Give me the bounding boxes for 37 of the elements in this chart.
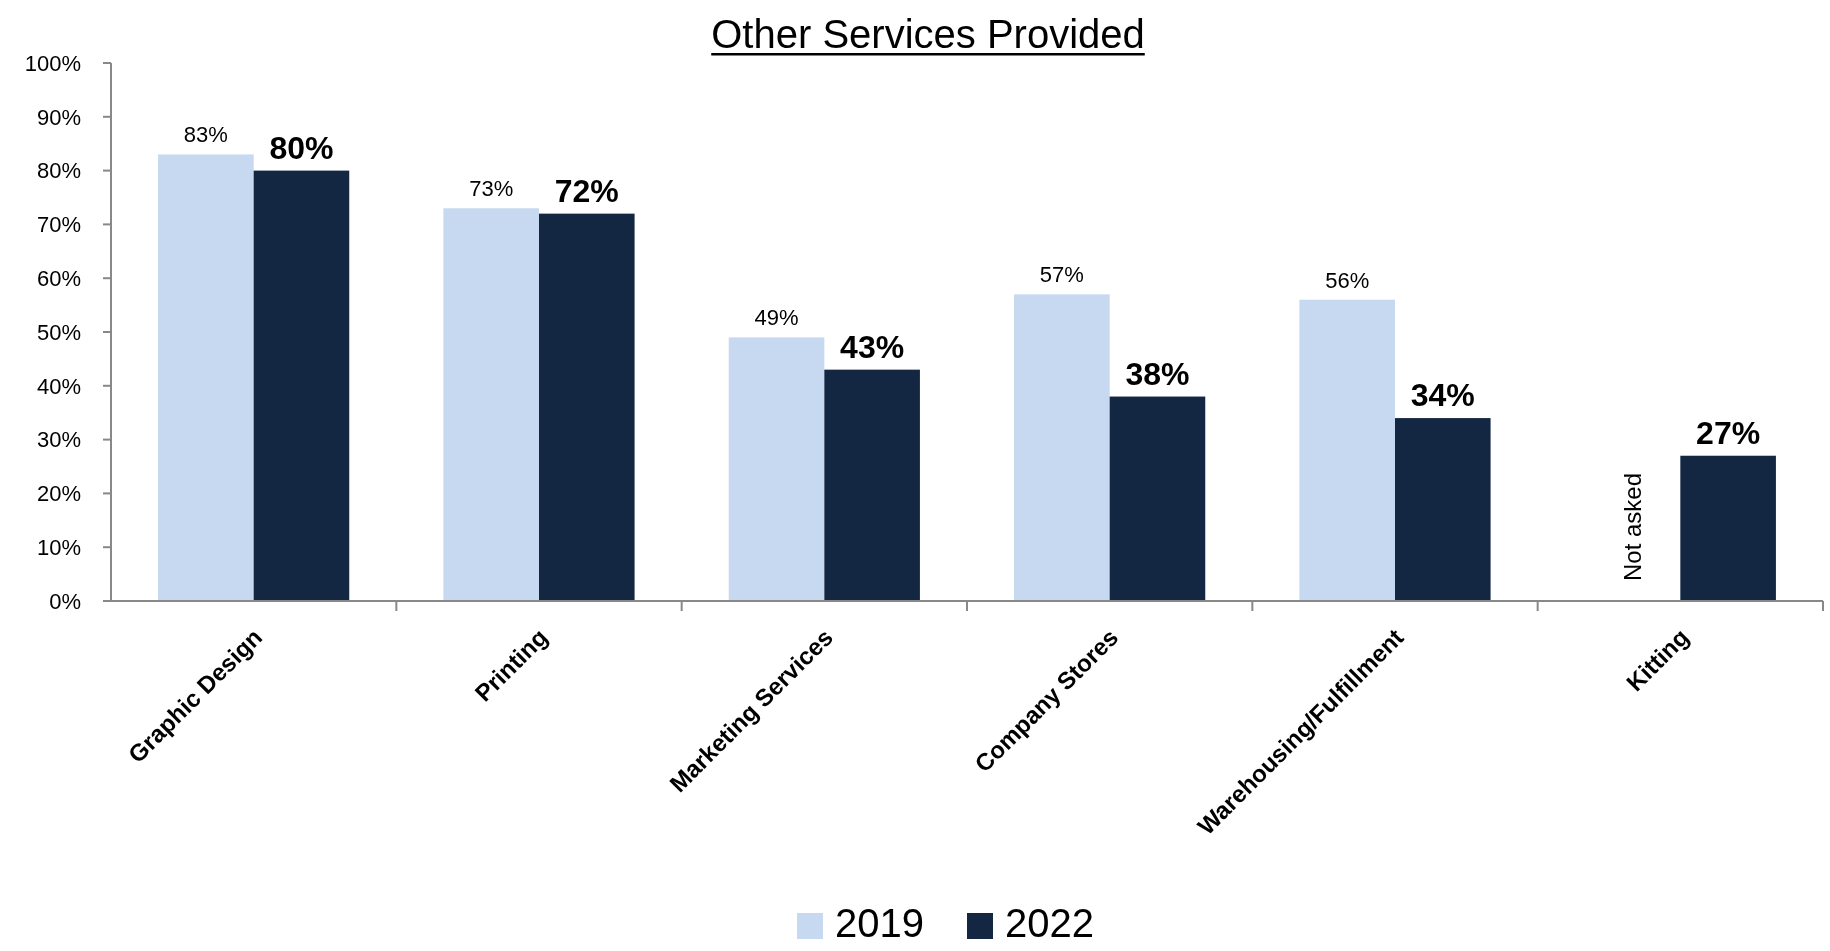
data-label: 73%: [469, 176, 514, 202]
legend-label: 2022: [1005, 901, 1094, 945]
data-label: 83%: [183, 122, 228, 148]
y-tick-label: 60%: [36, 265, 81, 291]
data-label: 43%: [840, 328, 905, 365]
y-tick-label: 30%: [36, 427, 81, 453]
annotation: Not asked: [1618, 472, 1646, 581]
data-label: 34%: [1410, 377, 1475, 414]
y-tick-label: 100%: [24, 50, 81, 76]
bar: [1014, 294, 1110, 601]
y-tick-label: 20%: [36, 481, 81, 507]
data-label: 38%: [1125, 355, 1190, 392]
data-label: 57%: [1039, 262, 1084, 288]
y-tick-label: 10%: [36, 534, 81, 560]
bar: [539, 213, 635, 601]
data-label: 80%: [269, 129, 334, 166]
bar: [824, 369, 920, 601]
legend-label: 2019: [835, 901, 924, 945]
data-label: 49%: [754, 305, 799, 331]
bar: [1109, 396, 1206, 601]
bar: [1395, 418, 1491, 601]
y-tick-label: 40%: [36, 373, 81, 399]
chart-title: Other Services Provided: [711, 12, 1145, 56]
bar: [728, 337, 825, 601]
y-tick-label: 50%: [36, 319, 81, 345]
bar: [1299, 299, 1395, 601]
bar: [253, 170, 350, 601]
data-label: 27%: [1696, 414, 1761, 451]
y-tick-label: 70%: [36, 212, 81, 238]
y-tick-label: 80%: [36, 158, 81, 184]
bar: [443, 208, 539, 601]
data-label: 56%: [1325, 267, 1370, 293]
bar: [1680, 455, 1776, 601]
bar: [158, 154, 254, 601]
y-tick-label: 0%: [49, 588, 81, 614]
data-label: 72%: [554, 172, 619, 209]
y-tick-label: 90%: [36, 104, 81, 130]
